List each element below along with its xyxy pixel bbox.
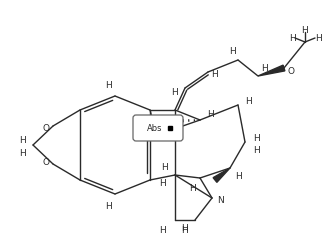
Text: H: H xyxy=(211,69,217,78)
Text: H: H xyxy=(161,163,167,172)
Text: H: H xyxy=(244,97,252,106)
Text: H: H xyxy=(20,135,26,144)
Text: H: H xyxy=(207,110,213,119)
Text: H: H xyxy=(182,224,188,233)
Text: H: H xyxy=(160,179,166,187)
Text: H: H xyxy=(106,80,112,89)
Text: H: H xyxy=(234,172,241,181)
Polygon shape xyxy=(258,65,285,76)
Text: H: H xyxy=(253,145,260,154)
Text: H: H xyxy=(253,133,260,142)
Text: H: H xyxy=(262,63,269,72)
FancyBboxPatch shape xyxy=(133,115,183,141)
Text: H: H xyxy=(315,34,321,43)
Text: H: H xyxy=(161,116,167,124)
Text: H: H xyxy=(229,47,235,56)
Text: H: H xyxy=(189,184,195,192)
Polygon shape xyxy=(213,168,230,182)
Text: O: O xyxy=(42,158,49,167)
Text: N: N xyxy=(217,195,223,204)
Text: H: H xyxy=(302,25,308,35)
Text: O: O xyxy=(42,124,49,132)
Text: H: H xyxy=(182,226,188,235)
Text: H: H xyxy=(106,201,112,210)
Text: Abs: Abs xyxy=(147,124,163,132)
Text: H: H xyxy=(172,87,178,97)
Text: H: H xyxy=(20,148,26,158)
Text: H: H xyxy=(289,34,295,43)
Text: H: H xyxy=(160,226,166,235)
Text: O: O xyxy=(288,66,295,75)
